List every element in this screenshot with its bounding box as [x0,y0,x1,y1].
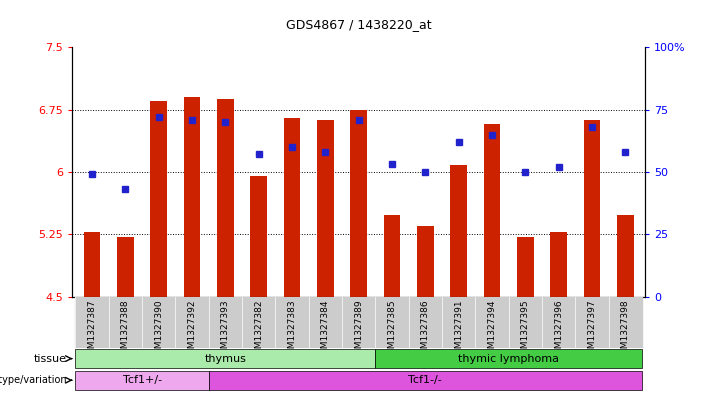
Text: GSM1327384: GSM1327384 [321,299,330,360]
Text: thymic lymphoma: thymic lymphoma [458,354,559,364]
Bar [451,165,467,297]
Bar [209,297,242,348]
Bar [508,297,542,348]
Bar [309,297,342,348]
Text: GSM1327385: GSM1327385 [387,299,397,360]
Bar [242,297,275,348]
Text: GSM1327393: GSM1327393 [221,299,230,360]
Bar [217,99,234,297]
Text: GSM1327392: GSM1327392 [187,299,197,360]
Bar [151,101,167,297]
Bar [583,120,601,297]
Text: GSM1327388: GSM1327388 [121,299,130,360]
Bar [442,297,475,348]
Text: GSM1327386: GSM1327386 [421,299,430,360]
Bar [609,297,642,348]
Text: GSM1327394: GSM1327394 [487,299,497,360]
Text: GSM1327389: GSM1327389 [354,299,363,360]
Text: thymus: thymus [205,354,247,364]
Bar [617,215,634,297]
Bar [184,97,200,297]
Bar [76,297,109,348]
Text: GSM1327382: GSM1327382 [255,299,263,360]
Text: Tcf1-/-: Tcf1-/- [409,375,442,385]
Bar [117,237,134,297]
Bar [484,124,500,297]
Bar [475,297,508,348]
Text: GSM1327391: GSM1327391 [454,299,463,360]
Bar [342,297,376,348]
Text: GSM1327390: GSM1327390 [154,299,163,360]
Bar [175,297,209,348]
Bar [250,176,267,297]
Bar [76,349,376,368]
Bar [275,297,309,348]
Bar [542,297,575,348]
Text: Tcf1+/-: Tcf1+/- [123,375,162,385]
Bar [84,232,100,297]
Bar [76,371,209,390]
Bar [575,297,609,348]
Bar [142,297,175,348]
Bar [517,237,534,297]
Bar [409,297,442,348]
Bar [209,371,642,390]
Text: GSM1327396: GSM1327396 [554,299,563,360]
Text: GDS4867 / 1438220_at: GDS4867 / 1438220_at [286,18,431,31]
Text: GSM1327397: GSM1327397 [588,299,596,360]
Bar [109,297,142,348]
Text: tissue: tissue [34,354,67,364]
Text: GSM1327395: GSM1327395 [521,299,530,360]
Bar [550,232,567,297]
Text: genotype/variation: genotype/variation [0,375,67,385]
Bar [284,118,301,297]
Bar [417,226,433,297]
Text: GSM1327383: GSM1327383 [288,299,296,360]
Bar [376,297,409,348]
Text: GSM1327387: GSM1327387 [87,299,97,360]
Bar [384,215,400,297]
Text: GSM1327398: GSM1327398 [621,299,630,360]
Bar [350,110,367,297]
Bar [317,120,334,297]
Bar [376,349,642,368]
